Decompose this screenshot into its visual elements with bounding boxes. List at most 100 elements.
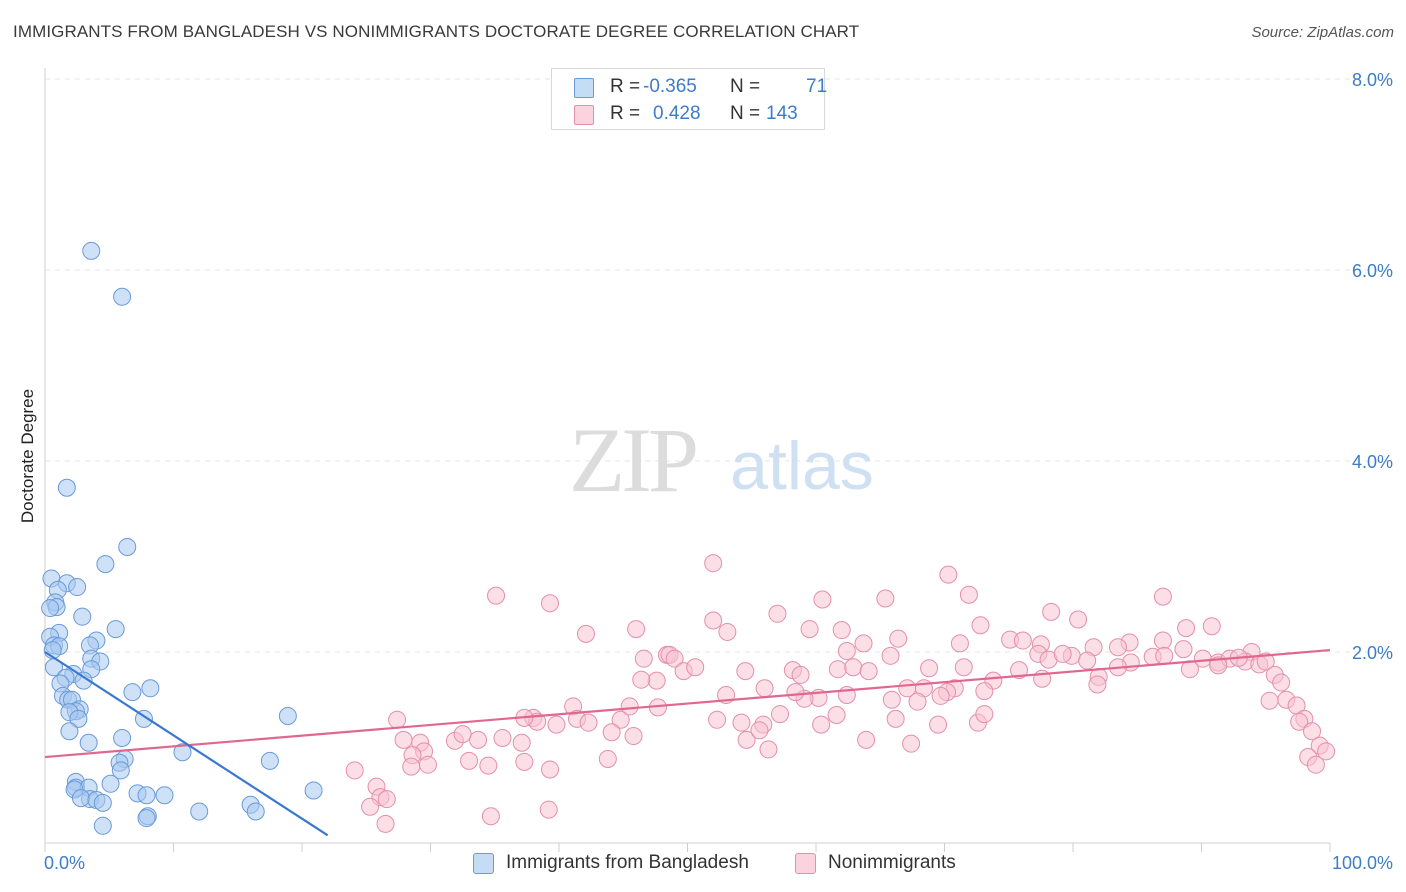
nonimmigrant-point — [1010, 661, 1029, 680]
correlation-legend: R = -0.365 N = 71 R = 0.428 N = 143 — [551, 68, 827, 130]
nonimmigrant-point — [1088, 675, 1107, 694]
bangladesh-point — [173, 743, 192, 762]
nonimmigrant-point — [1306, 755, 1325, 774]
bangladesh-point — [304, 781, 323, 800]
nonimmigrant-point — [876, 589, 895, 608]
nonimmigrant-point — [602, 723, 621, 742]
bangladesh-point — [111, 761, 130, 780]
nonimmigrant-point — [539, 800, 558, 819]
tick-labels: 2.0% 4.0% 6.0% 8.0% 0.0% 100.0% — [44, 70, 1393, 873]
bangladesh-point — [57, 478, 76, 497]
axes — [44, 68, 1331, 852]
nonimmigrant-point — [750, 721, 769, 740]
nonimmigrant-point — [453, 725, 472, 744]
trend-lines — [44, 648, 1331, 837]
watermark-atlas: atlas — [730, 428, 874, 504]
nonimmigrant-point — [954, 658, 973, 677]
nonimmigrant-point — [812, 715, 831, 734]
nonimmigrant-point — [771, 705, 790, 724]
nonimmigrant-point — [881, 646, 900, 665]
nonimmigrant-point — [579, 713, 598, 732]
nonimmigrant-point — [515, 752, 534, 771]
bangladesh-point — [60, 722, 79, 741]
nonimmigrant-point — [1209, 656, 1228, 675]
legend-n-value: 71 — [806, 76, 828, 97]
nonimmigrant-point — [708, 710, 727, 729]
bangladesh-point — [41, 599, 60, 618]
nonimmigrant-point — [627, 620, 646, 639]
bangladesh-point — [82, 241, 101, 260]
nonimmigrant-point — [1013, 631, 1032, 650]
bangladesh-point — [141, 679, 160, 698]
nonimmigrant-point — [1303, 722, 1322, 741]
nonimmigrant-point — [857, 730, 876, 749]
bangladesh-point — [137, 809, 156, 828]
nonimmigrant-point — [827, 706, 846, 725]
legend-swatch-bangladesh — [574, 78, 594, 98]
nonimmigrant-point — [768, 604, 787, 623]
nonimmigrant-point — [704, 611, 723, 630]
nonimmigrant-point — [959, 585, 978, 604]
bangladesh-point — [73, 607, 92, 626]
bottom-legend-swatch-nonimmigrants — [795, 853, 816, 874]
bottom-legend-label-bangladesh: Immigrants from Bangladesh — [506, 852, 749, 873]
legend-r-value: -0.365 — [643, 76, 697, 97]
bangladesh-point — [71, 789, 90, 808]
nonimmigrant-point — [665, 649, 684, 668]
bangladesh-point — [74, 671, 93, 690]
x-tick-label: 100.0% — [1332, 853, 1393, 873]
y-tick-label: 4.0% — [1352, 452, 1393, 472]
nonimmigrant-point — [620, 697, 639, 716]
legend-n-label: N = — [730, 103, 761, 124]
bottom-legend-label-nonimmigrants: Nonimmigrants — [828, 852, 956, 873]
nonimmigrant-point — [931, 686, 950, 705]
nonimmigrant-point — [469, 730, 488, 749]
nonimmigrant-point — [813, 590, 832, 609]
nonimmigrant-point — [837, 642, 856, 661]
nonimmigrant-point — [361, 797, 380, 816]
bangladesh-point — [123, 683, 142, 702]
watermark-zip: ZIP — [569, 409, 696, 511]
nonimmigrant-point — [859, 662, 878, 681]
bangladesh-point — [113, 728, 132, 747]
bangladesh-point — [113, 287, 132, 306]
chart-title: IMMIGRANTS FROM BANGLADESH VS NONIMMIGRA… — [13, 22, 860, 41]
x-tick-label: 0.0% — [44, 853, 85, 873]
nonimmigrant-point — [1155, 646, 1174, 665]
bangladesh-point — [93, 793, 112, 812]
nonimmigrant-point — [686, 658, 705, 677]
nonimmigrant-point — [376, 814, 395, 833]
nonimmigrant-point — [800, 620, 819, 639]
nonimmigrant-point — [832, 621, 851, 640]
bangladesh-point — [260, 751, 279, 770]
nonimmigrant-point — [541, 594, 560, 613]
nonimmigrant-point — [950, 634, 969, 653]
nonimmigrant-point — [624, 727, 643, 746]
legend-r-label: R = — [610, 103, 641, 124]
nonimmigrant-point — [844, 658, 863, 677]
y-tick-label: 8.0% — [1352, 70, 1393, 90]
nonimmigrant-point — [541, 760, 560, 779]
legend-row-bangladesh: R = -0.365 N = 71 — [574, 76, 827, 100]
bangladesh-point — [155, 786, 174, 805]
bottom-legend-swatch-bangladesh — [473, 853, 494, 874]
source-attribution: Source: ZipAtlas.com — [1251, 24, 1394, 41]
bangladesh-point — [106, 620, 125, 639]
nonimmigrant-point — [647, 671, 666, 690]
nonimmigrant-point — [1174, 640, 1193, 659]
nonimmigrant-point — [493, 728, 512, 747]
nonimmigrant-point — [854, 634, 873, 653]
bangladesh-point — [278, 706, 297, 725]
watermark: ZIP atlas — [569, 409, 874, 511]
bangladesh-point — [137, 786, 156, 805]
legend-r-label: R = — [610, 76, 641, 97]
nonimmigrant-point — [1256, 652, 1275, 671]
bangladesh-point — [96, 555, 115, 574]
bangladesh-point — [101, 774, 120, 793]
legend-n-label: N = — [730, 76, 761, 97]
legend-r-value: 0.428 — [653, 103, 701, 124]
nonimmigrant-point — [1153, 587, 1172, 606]
nonimmigrant-point — [828, 660, 847, 679]
nonimmigrant-point — [939, 565, 958, 584]
nonimmigrant-point — [632, 670, 651, 689]
